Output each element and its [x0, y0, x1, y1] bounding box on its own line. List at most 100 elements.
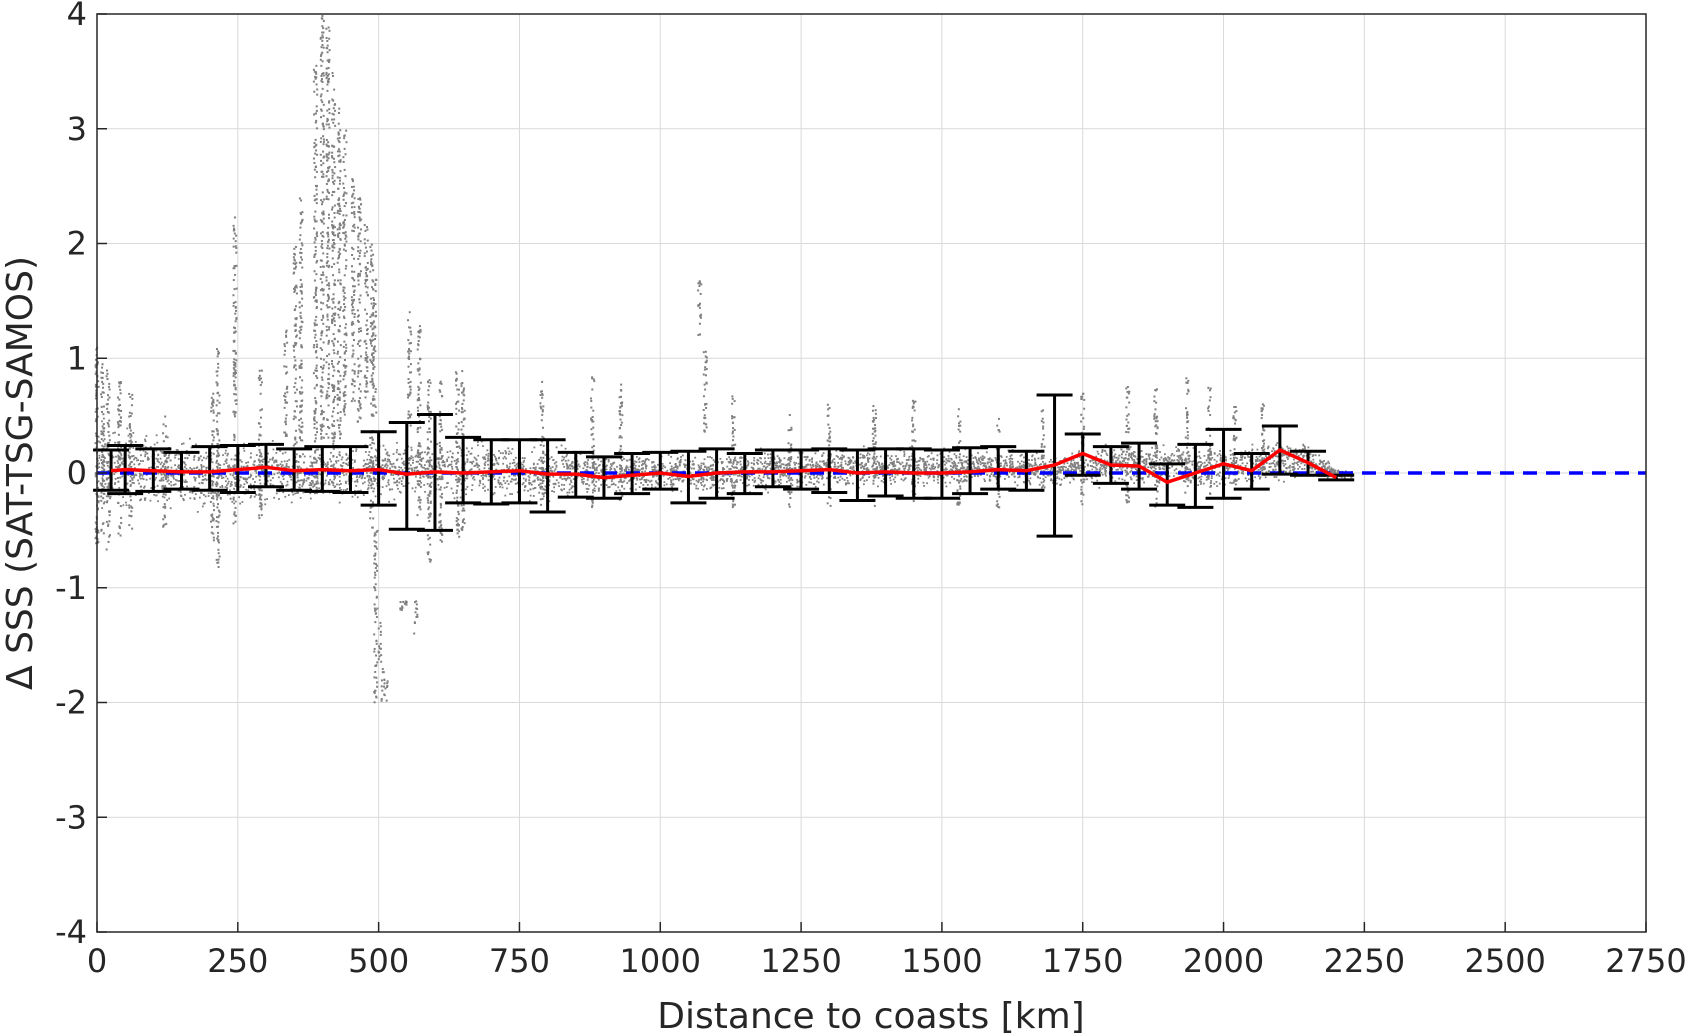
- scatter-point: [1059, 470, 1062, 473]
- scatter-point: [1291, 466, 1294, 468]
- scatter-point: [1033, 471, 1036, 474]
- scatter-point: [408, 467, 411, 470]
- scatter-point: [289, 474, 292, 477]
- scatter-point: [371, 456, 374, 459]
- scatter-point: [342, 489, 345, 491]
- scatter-point: [467, 450, 470, 453]
- scatter-point: [309, 465, 312, 467]
- scatter-point: [839, 475, 842, 478]
- scatter-point: [303, 478, 306, 481]
- scatter-point: [825, 464, 828, 467]
- scatter-point: [808, 472, 811, 475]
- scatter-point: [472, 460, 475, 463]
- scatter-point: [182, 474, 185, 476]
- scatter-point: [165, 474, 168, 477]
- scatter-point: [1294, 476, 1296, 479]
- scatter-point: [129, 436, 132, 439]
- scatter-point: [422, 457, 425, 460]
- scatter-point: [569, 467, 572, 470]
- scatter-point: [361, 475, 364, 477]
- scatter-point: [1293, 468, 1295, 471]
- scatter-point: [635, 468, 638, 471]
- scatter-point: [466, 458, 469, 461]
- scatter-point: [873, 461, 876, 463]
- scatter-point: [284, 466, 287, 469]
- scatter-point: [891, 468, 893, 471]
- scatter-point: [132, 482, 135, 484]
- scatter-point: [338, 501, 341, 504]
- scatter-point: [621, 468, 623, 470]
- scatter-point: [1309, 466, 1312, 469]
- scatter-point: [563, 488, 566, 490]
- scatter-point: [1310, 470, 1313, 473]
- scatter-point: [988, 478, 991, 481]
- scatter-point: [168, 497, 171, 500]
- scatter-point: [222, 454, 224, 457]
- scatter-point: [1273, 450, 1276, 452]
- scatter-point: [98, 457, 101, 459]
- scatter-point: [746, 474, 749, 477]
- scatter-point: [1260, 466, 1263, 469]
- scatter-point: [1130, 469, 1133, 472]
- scatter-point: [637, 458, 640, 461]
- scatter-point: [986, 473, 989, 476]
- scatter-point: [101, 431, 104, 434]
- scatter-point: [774, 480, 777, 483]
- scatter-point: [1104, 471, 1107, 474]
- scatter-point: [1173, 454, 1176, 457]
- scatter-point: [419, 453, 422, 456]
- scatter-point: [286, 480, 289, 483]
- scatter-point: [1220, 456, 1222, 459]
- scatter-point: [1241, 455, 1244, 457]
- scatter-point: [160, 461, 163, 464]
- scatter-point: [296, 476, 299, 479]
- scatter-point: [1220, 460, 1223, 463]
- scatter-point: [186, 485, 188, 488]
- scatter-point: [1131, 457, 1133, 460]
- scatter-point: [702, 480, 704, 483]
- scatter-point: [1037, 457, 1040, 460]
- scatter-point: [867, 459, 869, 462]
- scatter-point: [859, 478, 862, 481]
- scatter-point: [468, 469, 471, 472]
- scatter-point: [1023, 456, 1025, 459]
- scatter-point: [1334, 471, 1337, 474]
- scatter-point: [1148, 454, 1150, 457]
- scatter-point: [1003, 464, 1006, 467]
- scatter-point: [756, 458, 759, 461]
- scatter-point: [741, 466, 744, 469]
- scatter-point: [697, 481, 700, 484]
- scatter-point: [544, 475, 547, 478]
- scatter-point: [950, 468, 952, 471]
- scatter-point: [908, 466, 911, 469]
- scatter-point: [862, 483, 865, 486]
- scatter-point: [798, 485, 801, 488]
- scatter-point: [1311, 466, 1314, 469]
- scatter-point: [610, 467, 613, 470]
- scatter-point: [763, 452, 766, 455]
- scatter-point: [706, 466, 708, 469]
- scatter-point: [888, 463, 891, 466]
- scatter-point: [511, 468, 514, 471]
- scatter-point: [1219, 450, 1221, 452]
- scatter-point: [529, 482, 532, 484]
- scatter-point: [699, 468, 701, 471]
- scatter-point: [600, 474, 603, 477]
- scatter-point: [1074, 466, 1077, 469]
- scatter-point: [747, 461, 750, 464]
- scatter-point: [459, 496, 462, 499]
- scatter-point: [780, 459, 782, 462]
- scatter-point: [212, 468, 214, 471]
- scatter-point: [352, 450, 354, 453]
- scatter-point: [497, 479, 500, 482]
- scatter-point: [147, 492, 150, 494]
- scatter-point: [1153, 464, 1156, 467]
- scatter-point: [345, 473, 348, 476]
- scatter-point: [229, 473, 232, 476]
- scatter-point: [652, 476, 654, 478]
- scatter-point: [955, 454, 958, 457]
- scatter-point: [249, 476, 252, 479]
- scatter-point: [711, 470, 714, 473]
- scatter-point: [596, 466, 598, 469]
- scatter-point: [750, 462, 753, 465]
